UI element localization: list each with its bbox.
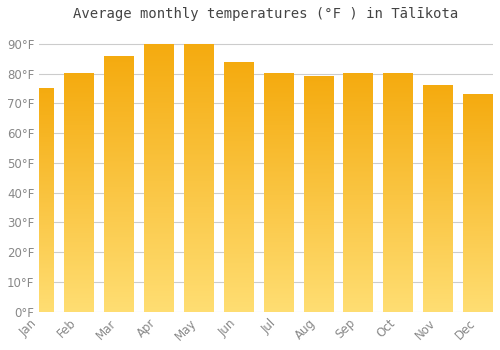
Title: Average monthly temperatures (°F ) in Tālīkota: Average monthly temperatures (°F ) in Tā… xyxy=(74,7,458,21)
